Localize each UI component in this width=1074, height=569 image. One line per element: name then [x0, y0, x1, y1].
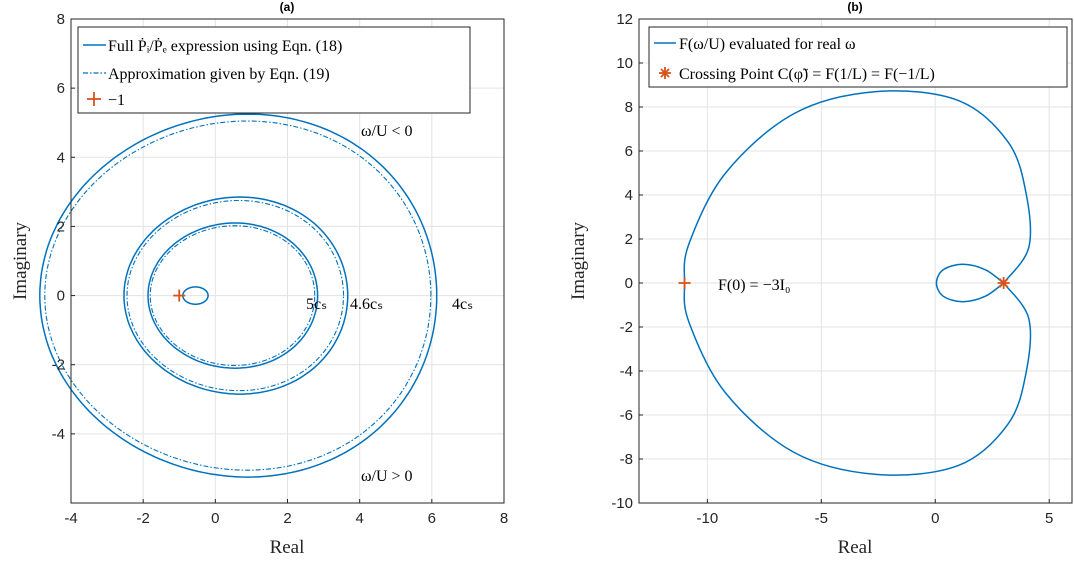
y-tick-label-b: 12	[616, 11, 633, 28]
y-tick-label-b: 8	[625, 99, 633, 116]
x-tick-label-a: 6	[428, 510, 436, 527]
legend-entry-full: Full Ṗᵢ/Ṗₑ expression using Eqn. (18)	[108, 37, 342, 55]
x-tick-label-a: 8	[500, 510, 508, 527]
legend-marker-star	[659, 67, 671, 79]
panel-title-b: (b)	[847, 0, 862, 14]
series-solid-curve-0	[39, 113, 438, 478]
panel-title-a: (a)	[280, 0, 295, 14]
series-dashdot-curve-1	[126, 199, 345, 392]
y-tick-label-a: -2	[52, 357, 65, 374]
marker-crossing-point-d2	[998, 278, 1009, 288]
annotation-omega-negative: ω/U < 0	[361, 123, 413, 140]
y-tick-label-b: 0	[625, 275, 633, 292]
series-solid-curve-1	[123, 196, 349, 395]
y-axis-label-b: Imaginary	[568, 221, 589, 300]
annotation-omega-positive: ω/U > 0	[361, 468, 413, 485]
ticks-b: -10 -5 0 5 -10 -8 -6 -4 -2 0 2 4 6 8 10 12	[611, 11, 1053, 527]
y-tick-label-b: 4	[625, 187, 633, 204]
y-tick-label-b: 6	[625, 143, 633, 160]
series-solid-curve-2	[147, 222, 319, 369]
legend-a: Full Ṗᵢ/Ṗₑ expression using Eqn. (18) Ap…	[77, 26, 471, 114]
series-dashdot-curve-2	[149, 225, 316, 366]
x-tick-label-b: -10	[697, 510, 719, 527]
y-tick-label-a: 6	[57, 80, 65, 97]
curves-b	[678, 90, 1032, 476]
y-tick-label-b: -2	[620, 319, 633, 336]
series-dashdot-curve-0	[44, 120, 432, 471]
marker-crossing-point	[997, 277, 1010, 289]
legend-entry-f: F(ω/U) evaluated for real ω	[679, 36, 856, 53]
curves-a	[39, 113, 438, 478]
x-tick-label-b: 0	[931, 510, 939, 527]
legend-entry-minus-one: −1	[108, 92, 125, 109]
x-tick-label-a: -4	[64, 510, 77, 527]
x-axis-label-a: Real	[270, 537, 305, 558]
legend-box-b	[648, 26, 1068, 88]
legend-entry-approx: Approximation given by Eqn. (19)	[108, 66, 330, 83]
x-tick-label-a: 0	[211, 510, 219, 527]
legend-box-a	[77, 26, 471, 114]
annotation-5cs: 5cₛ	[306, 296, 327, 313]
legend-entry-crossing: Crossing Point C(φ̃) = F(1/L) = F(−1/L)	[679, 66, 935, 83]
y-tick-label-b: 2	[625, 231, 633, 248]
x-tick-label-a: 2	[283, 510, 291, 527]
y-tick-label-b: -10	[611, 495, 633, 512]
y-tick-label-b: -6	[620, 407, 633, 424]
y-tick-label-a: 0	[57, 288, 65, 305]
grid-b	[639, 18, 1072, 504]
curve-f-inner-loop	[935, 263, 1005, 303]
y-tick-label-b: -8	[620, 451, 633, 468]
axes-frame-b	[638, 18, 1073, 504]
legend-b: F(ω/U) evaluated for real ω Crossing Poi…	[648, 26, 1068, 88]
annotation-f0: F(0) = −3I₀	[718, 277, 791, 294]
y-tick-label-a: 8	[57, 11, 65, 28]
y-tick-label-a: 2	[57, 218, 65, 235]
x-tick-label-a: 4	[355, 510, 363, 527]
y-axis-label-a: Imaginary	[10, 221, 31, 300]
y-tick-label-a: -4	[52, 426, 65, 443]
panel-a: -4 -2 0 2 4 6 8 -4 -2 0 2 4 6 8 (a) Real Imaginary ω/…	[10, 0, 508, 558]
y-tick-label-b: -4	[620, 363, 633, 380]
marker-f0	[678, 277, 691, 289]
y-tick-label-a: 4	[57, 149, 65, 166]
axes-frame-a	[70, 18, 505, 504]
x-tick-label-b: -5	[815, 510, 828, 527]
x-tick-label-a: -2	[136, 510, 149, 527]
x-axis-label-b: Real	[838, 537, 873, 558]
annotation-4cs: 4cₛ	[452, 296, 473, 313]
legend-marker-plus	[87, 92, 101, 106]
annotation-4-6cs: 4.6cₛ	[350, 296, 383, 313]
y-tick-label-b: 10	[616, 55, 633, 72]
x-tick-label-b: 5	[1045, 510, 1053, 527]
marker-minus-one	[173, 289, 186, 302]
panel-b: -10 -5 0 5 -10 -8 -6 -4 -2 0 2 4 6 8 10 12 (b) Real Ima…	[568, 0, 1073, 558]
